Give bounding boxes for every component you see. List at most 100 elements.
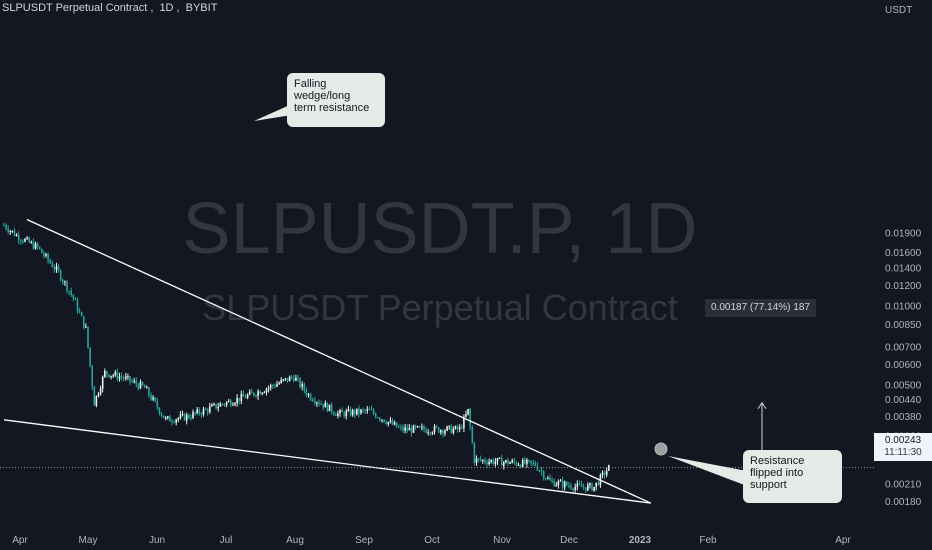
candle-body <box>265 388 268 393</box>
candle-body <box>551 480 553 482</box>
measure-label[interactable]: 0.00187 (77.14%) 187 <box>705 299 816 317</box>
candle-body <box>122 377 125 379</box>
candle-body <box>423 426 425 430</box>
candle-body <box>202 408 205 415</box>
header-separator: , <box>176 2 180 14</box>
candle-body <box>301 384 303 387</box>
interval-label[interactable]: 1D <box>159 2 174 14</box>
breakout-marker <box>654 442 668 456</box>
candle-body <box>299 378 301 387</box>
candle-body <box>404 427 406 431</box>
candle-body <box>131 381 133 383</box>
candle-body <box>192 412 194 419</box>
flip-callout[interactable]: Resistance flipped into support <box>743 450 842 503</box>
candle-body <box>267 387 270 389</box>
candle-body <box>343 412 345 417</box>
trendline-resistance <box>26 219 652 504</box>
candle-body <box>591 483 593 491</box>
candle-body <box>22 240 24 242</box>
candle-body <box>431 432 434 434</box>
candle-body <box>15 234 18 236</box>
symbol-watermark: SLPUSDT.P, 1D <box>182 189 698 269</box>
chart-header[interactable]: SLPUSDT Perpetual Contract, 1D, BYBIT <box>2 2 220 14</box>
candle-body <box>370 409 373 411</box>
candle-body <box>64 281 66 283</box>
candle-body <box>316 402 318 404</box>
candle-body <box>311 399 314 402</box>
candle-body <box>206 409 209 413</box>
candle-body <box>43 253 45 256</box>
candle-body <box>127 375 129 377</box>
candle-body <box>366 409 369 411</box>
candle-body <box>341 410 343 413</box>
candle-body <box>309 394 312 400</box>
candle-body <box>230 400 232 406</box>
candle-body <box>284 378 287 380</box>
candle-body <box>524 459 526 464</box>
candle-body <box>68 291 70 293</box>
candle-body <box>156 401 159 408</box>
candle-body <box>448 425 450 427</box>
candle-body <box>332 412 335 415</box>
candle-body <box>563 481 566 488</box>
price-axis-unit: USDT <box>885 5 913 16</box>
candle-body <box>465 414 467 417</box>
wedge-callout[interactable]: Falling wedge/long term resistance <box>287 73 385 127</box>
candle-body <box>557 481 560 485</box>
candle-body <box>360 409 362 414</box>
candle-body <box>297 377 299 379</box>
candle-body <box>242 393 245 397</box>
candle-body <box>26 237 28 239</box>
candle-body <box>391 420 394 425</box>
candle-body <box>171 421 173 423</box>
candle-body <box>211 404 213 407</box>
candle-body <box>410 427 413 433</box>
candle-body <box>456 426 459 430</box>
candle-body <box>148 387 150 396</box>
price-tick-label: 0.00210 <box>885 479 922 490</box>
candle-body <box>545 478 547 480</box>
candle-body <box>484 460 486 463</box>
candle-body <box>259 391 261 395</box>
candle-body <box>444 430 446 434</box>
candle-body <box>454 426 457 429</box>
candle-body <box>566 481 568 486</box>
candle-body <box>372 409 375 414</box>
candle-body <box>236 397 238 404</box>
candle-body <box>108 374 110 378</box>
candle-body <box>114 372 117 376</box>
candle-body <box>116 372 119 379</box>
candle-body <box>209 406 211 413</box>
candle-body <box>3 225 5 227</box>
candle-body <box>509 462 511 464</box>
candle-body <box>400 427 402 429</box>
time-tick-label: Aug <box>286 535 304 546</box>
candle-body <box>576 483 579 487</box>
candle-body <box>104 370 106 377</box>
candle-body <box>160 413 163 416</box>
candle-body <box>246 394 249 398</box>
candle-body <box>490 460 492 462</box>
candle-body <box>435 426 438 428</box>
candle-body <box>55 266 58 270</box>
candle-body <box>293 377 295 381</box>
candle-body <box>356 408 358 415</box>
candle-body <box>608 464 610 471</box>
candle-body <box>9 230 12 232</box>
candle-body <box>597 482 600 486</box>
candle-body <box>167 416 169 418</box>
candle-body <box>469 408 471 427</box>
header-separator: , <box>150 2 154 14</box>
candle-body <box>17 234 20 241</box>
candle-body <box>169 416 171 422</box>
candle-body <box>78 311 81 313</box>
price-tick-label: 0.00850 <box>885 320 922 331</box>
candle-body <box>486 462 488 465</box>
candle-body <box>603 472 606 475</box>
candle-body <box>253 392 255 396</box>
candle-body <box>146 387 148 389</box>
candle-body <box>458 427 461 430</box>
candle-body <box>232 404 234 406</box>
